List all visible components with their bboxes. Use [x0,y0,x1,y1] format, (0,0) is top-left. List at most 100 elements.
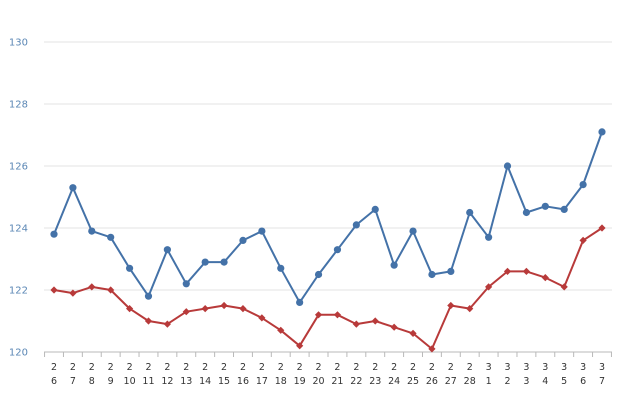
data-point [409,227,417,235]
x-tick-day: 11 [142,376,154,387]
data-point [144,317,153,325]
data-point [182,280,190,288]
data-point [522,208,531,217]
data-point [466,208,474,217]
x-tick-label: 28 [89,362,95,387]
x-tick-month: 3 [504,362,510,373]
x-tick-day: 25 [407,376,419,387]
y-axis-ticks: 120 122 124 126 128 130 [9,38,28,359]
series-2-line [53,227,603,350]
data-point [69,184,77,192]
data-point [50,230,58,238]
data-point [390,323,398,331]
data-point [314,311,323,319]
x-tick-month: 2 [89,362,95,373]
data-point [466,305,474,313]
series-2 [50,224,606,353]
x-tick-day: 6 [51,376,57,387]
x-tick-day: 17 [256,376,268,387]
x-tick-day: 7 [599,376,605,387]
x-tick-day: 23 [369,376,381,387]
y-tick-label: 128 [9,100,28,111]
data-point [144,292,153,300]
data-point [333,311,342,319]
data-point [69,289,77,297]
x-tick-day: 21 [331,376,343,387]
data-point [503,162,512,170]
data-point [163,246,171,254]
x-axis [44,351,612,357]
x-tick-month: 2 [70,362,76,373]
y-tick-label: 122 [9,286,28,297]
data-point [296,342,304,350]
x-tick-label: 227 [445,362,457,387]
data-point [125,264,134,272]
y-tick-label: 120 [9,348,28,359]
data-point [201,305,209,313]
x-tick-day: 6 [580,376,586,387]
data-point [277,264,285,272]
x-tick-label: 26 [51,362,57,387]
data-point [428,345,436,353]
x-tick-day: 19 [294,376,306,387]
data-point [447,301,455,310]
x-tick-month: 2 [429,362,435,373]
gridlines [44,41,612,291]
data-point [50,286,58,294]
x-tick-day: 7 [70,376,76,387]
x-tick-month: 2 [391,362,397,373]
data-point [428,270,436,279]
x-tick-label: 35 [561,362,567,387]
x-tick-day: 13 [180,376,192,387]
x-tick-label: 33 [523,362,529,387]
x-tick-month: 3 [523,362,529,373]
x-tick-month: 2 [108,362,114,373]
x-tick-month: 2 [278,362,284,373]
x-tick-month: 2 [164,362,170,373]
x-tick-day: 27 [445,376,457,387]
x-tick-label: 219 [294,362,306,387]
x-tick-day: 4 [542,376,548,387]
data-point [541,274,549,282]
x-tick-month: 2 [127,362,133,373]
x-tick-label: 228 [464,362,476,387]
x-tick-label: 220 [313,362,325,387]
data-point [163,320,171,328]
x-tick-label: 29 [108,362,114,387]
data-point [541,202,549,210]
series-1-line [53,131,603,304]
x-tick-day: 24 [388,376,400,387]
x-tick-label: 216 [237,362,249,387]
x-tick-label: 222 [350,362,362,387]
x-tick-month: 2 [202,362,208,373]
x-tick-day: 9 [108,376,114,387]
data-point [258,227,266,235]
x-tick-month: 2 [316,362,322,373]
data-point [314,270,323,279]
data-point [485,233,493,241]
x-tick-month: 2 [410,362,416,373]
data-point [88,283,96,291]
data-point [125,305,134,313]
data-point [409,329,417,337]
data-point [201,258,209,266]
x-tick-label: 32 [504,362,510,387]
x-tick-day: 12 [161,376,173,387]
data-point [296,298,304,306]
x-tick-month: 2 [240,362,246,373]
x-tick-month: 3 [561,362,567,373]
data-point [239,236,247,244]
x-tick-month: 2 [221,362,227,373]
x-tick-month: 3 [542,362,548,373]
x-tick-label: 217 [256,362,268,387]
x-tick-day: 3 [523,376,529,387]
x-tick-day: 20 [313,376,325,387]
data-point [107,286,115,294]
data-point [352,320,360,328]
x-tick-label: 212 [161,362,173,387]
x-tick-month: 2 [353,362,359,373]
x-tick-label: 31 [486,362,492,387]
x-tick-month: 2 [145,362,151,373]
data-point [522,267,531,275]
